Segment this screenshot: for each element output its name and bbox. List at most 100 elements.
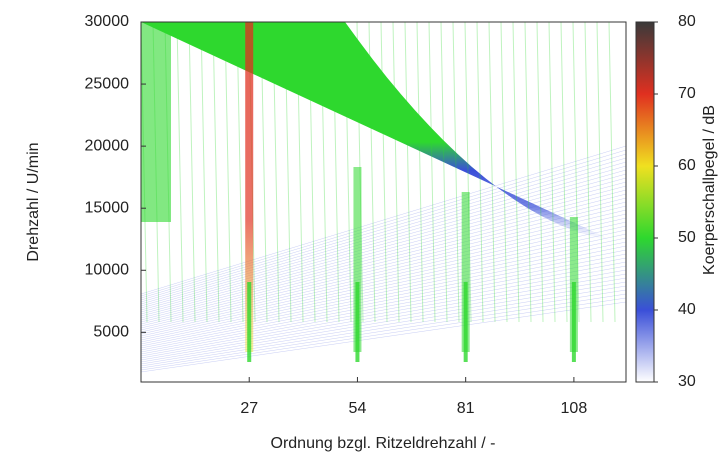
colorbar [635, 21, 655, 383]
order-core [571, 282, 576, 362]
texture-line [596, 22, 604, 323]
x-tick-label: 54 [349, 400, 367, 417]
texture-line [141, 193, 626, 319]
colorbar-label: Koerperschallpegel / dB [701, 105, 718, 275]
texture-line [141, 165, 626, 305]
texture-line [164, 22, 172, 323]
texture-line [141, 173, 626, 309]
colorbar-tick-label: 70 [678, 85, 696, 102]
texture-line [488, 22, 496, 323]
texture-line [428, 22, 436, 323]
texture-line [308, 22, 316, 323]
texture-line [141, 281, 626, 363]
y-tick-label: 20000 [85, 137, 130, 154]
texture-line [368, 22, 376, 323]
texture-line [141, 257, 626, 351]
texture-line [176, 22, 184, 323]
texture-line [141, 273, 626, 359]
texture-line [141, 157, 626, 301]
y-tick-label: 10000 [85, 261, 130, 278]
texture-line [141, 149, 626, 297]
y-tick-label: 5000 [93, 324, 129, 341]
texture-line [464, 22, 472, 323]
texture-line [141, 177, 626, 311]
texture-line [141, 297, 626, 371]
texture-line [200, 22, 208, 323]
texture-line [141, 241, 626, 343]
texture-line [141, 197, 626, 321]
texture-line [584, 22, 592, 323]
texture-line [536, 22, 544, 323]
texture-line [224, 22, 232, 323]
heatmap [141, 22, 626, 382]
texture-line [141, 161, 626, 303]
texture-line [320, 22, 328, 323]
texture-line [332, 22, 340, 323]
texture-line [141, 181, 626, 313]
texture-line [500, 22, 508, 323]
heat-left [141, 22, 171, 222]
texture-line [392, 22, 400, 323]
order-streak [461, 192, 470, 352]
texture-line [524, 22, 532, 323]
texture-line [141, 289, 626, 367]
order-core [247, 282, 252, 362]
texture-line [141, 249, 626, 347]
texture-line [141, 221, 626, 333]
texture-line [236, 22, 244, 323]
texture-line [141, 293, 626, 369]
texture-line [141, 233, 626, 339]
texture-line [380, 22, 388, 323]
texture-line [512, 22, 520, 323]
colorbar-tick-label: 80 [678, 13, 696, 30]
texture-line [141, 153, 626, 299]
texture-line [608, 22, 616, 323]
texture-line [141, 205, 626, 325]
texture-line [141, 169, 626, 307]
colorbar-tick-label: 30 [678, 373, 696, 390]
texture-line [141, 265, 626, 355]
order-streak [245, 22, 254, 352]
colorbar-tick-label: 60 [678, 157, 696, 174]
texture-line [141, 185, 626, 315]
texture-line [476, 22, 484, 323]
texture-line [284, 22, 292, 323]
x-axis-label: Ordnung bzgl. Ritzeldrehzahl / - [271, 435, 496, 452]
texture-line [272, 22, 280, 323]
texture-line [212, 22, 220, 323]
texture-line [416, 22, 424, 323]
texture-line [452, 22, 460, 323]
heat-region [141, 22, 612, 241]
x-tick-label: 108 [561, 400, 588, 417]
texture-line [141, 261, 626, 353]
texture-line [141, 229, 626, 337]
texture-line [141, 237, 626, 341]
texture-line [141, 209, 626, 327]
texture-line [141, 269, 626, 357]
y-axis-label: Drehzahl / U/min [25, 142, 42, 261]
order-core [463, 282, 468, 362]
texture-line [548, 22, 556, 323]
texture-line [141, 245, 626, 345]
texture-line [141, 213, 626, 329]
texture-line [572, 22, 580, 323]
texture-line [260, 22, 268, 323]
texture-line [141, 253, 626, 349]
texture-line [141, 285, 626, 365]
y-tick-label: 25000 [85, 75, 130, 92]
texture-line [344, 22, 352, 323]
x-tick-label: 81 [457, 400, 475, 417]
texture-line [141, 201, 626, 323]
texture-line [188, 22, 196, 323]
x-tick-label: 27 [240, 400, 258, 417]
plot-frame [140, 21, 627, 383]
texture-line [141, 189, 626, 317]
order-streak [353, 167, 362, 352]
texture-line [440, 22, 448, 323]
texture-line [296, 22, 304, 323]
texture-line [141, 277, 626, 361]
texture-line [141, 22, 148, 323]
y-tick-label: 30000 [85, 13, 130, 30]
texture-line [141, 301, 626, 373]
